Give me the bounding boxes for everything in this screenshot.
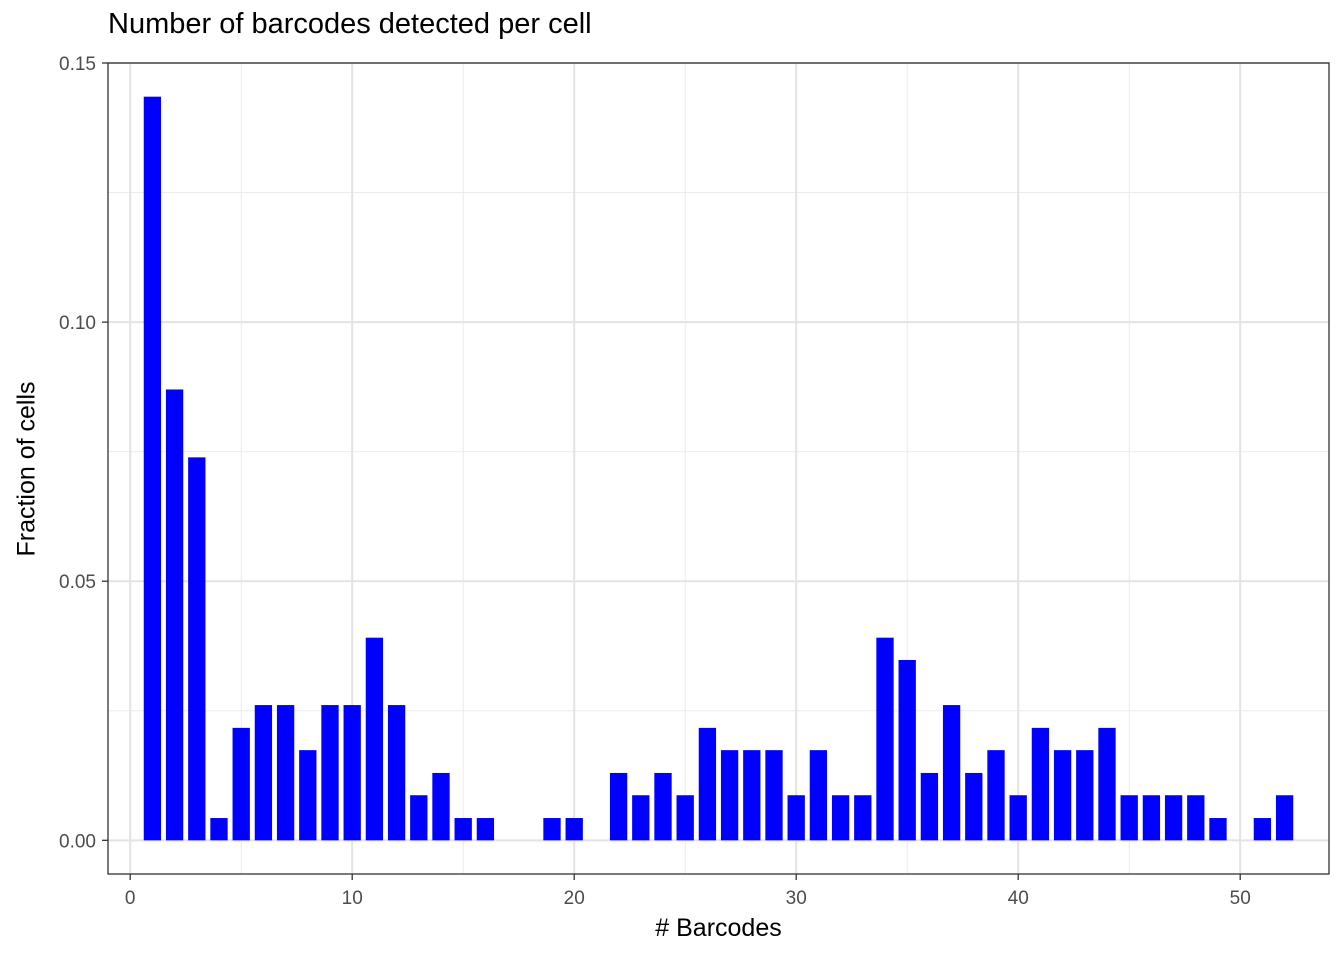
bar-29	[765, 750, 783, 841]
bar-7	[276, 705, 295, 841]
bar-26	[698, 727, 717, 841]
bar-layer	[143, 96, 1294, 841]
bar-27	[720, 750, 739, 841]
bar-8	[299, 750, 317, 841]
bar-47	[1164, 795, 1183, 841]
bar-2	[165, 389, 184, 841]
x-tick-label: 30	[786, 888, 807, 909]
bar-5	[232, 727, 250, 841]
bar-25	[676, 795, 694, 841]
x-axis-title: # Barcodes	[655, 914, 782, 942]
bar-23	[632, 795, 650, 841]
x-tick-label: 40	[1008, 888, 1029, 909]
bar-1	[143, 96, 162, 841]
bar-3	[188, 457, 206, 841]
x-tick-label: 0	[125, 888, 136, 909]
x-tick-label: 20	[564, 888, 585, 909]
bar-14	[432, 772, 450, 841]
y-tick-label: 0.15	[59, 54, 96, 75]
bar-16	[476, 818, 495, 841]
y-tick-label: 0.05	[59, 572, 96, 593]
bar-42	[1053, 750, 1072, 841]
bar-52	[1275, 795, 1294, 841]
x-tick-label: 50	[1230, 888, 1251, 909]
bar-13	[410, 795, 428, 841]
bar-22	[609, 772, 628, 841]
bar-41	[1031, 727, 1050, 841]
bar-34	[876, 637, 894, 841]
y-axis-title: Fraction of cells	[12, 380, 41, 557]
bar-40	[1009, 795, 1027, 841]
bar-33	[854, 795, 872, 841]
bar-39	[987, 750, 1005, 841]
bar-37	[942, 705, 961, 841]
bar-12	[387, 705, 406, 841]
bar-4	[210, 818, 228, 841]
axis-layer: 0 10 20 30 40 50 0.00 0.05 0.10 0.15	[59, 54, 1330, 909]
bar-11	[365, 637, 384, 841]
bar-43	[1076, 750, 1094, 841]
bar-9	[321, 705, 339, 841]
bar-6	[254, 705, 273, 841]
x-tick-label: 10	[342, 888, 363, 909]
bar-38	[965, 772, 983, 841]
chart-title: Number of barcodes detected per cell	[108, 8, 592, 40]
bar-45	[1120, 795, 1138, 841]
bar-46	[1142, 795, 1161, 841]
bar-24	[654, 772, 672, 841]
panel-border	[107, 62, 1330, 875]
bar-15	[454, 818, 472, 841]
y-axis-title-container: Fraction of cells	[10, 63, 44, 874]
bar-31	[809, 750, 828, 841]
bar-36	[920, 772, 939, 841]
bar-20	[565, 818, 583, 841]
bar-28	[743, 750, 761, 841]
bar-32	[831, 795, 850, 841]
y-tick-label: 0.00	[59, 831, 96, 852]
bar-30	[787, 795, 805, 841]
bar-19	[543, 818, 561, 841]
y-tick-label: 0.10	[59, 313, 96, 334]
bar-48	[1187, 795, 1205, 841]
bar-51	[1253, 818, 1272, 841]
bar-44	[1098, 727, 1116, 841]
bar-35	[898, 659, 916, 841]
bar-10	[343, 705, 361, 841]
bar-49	[1209, 818, 1227, 841]
